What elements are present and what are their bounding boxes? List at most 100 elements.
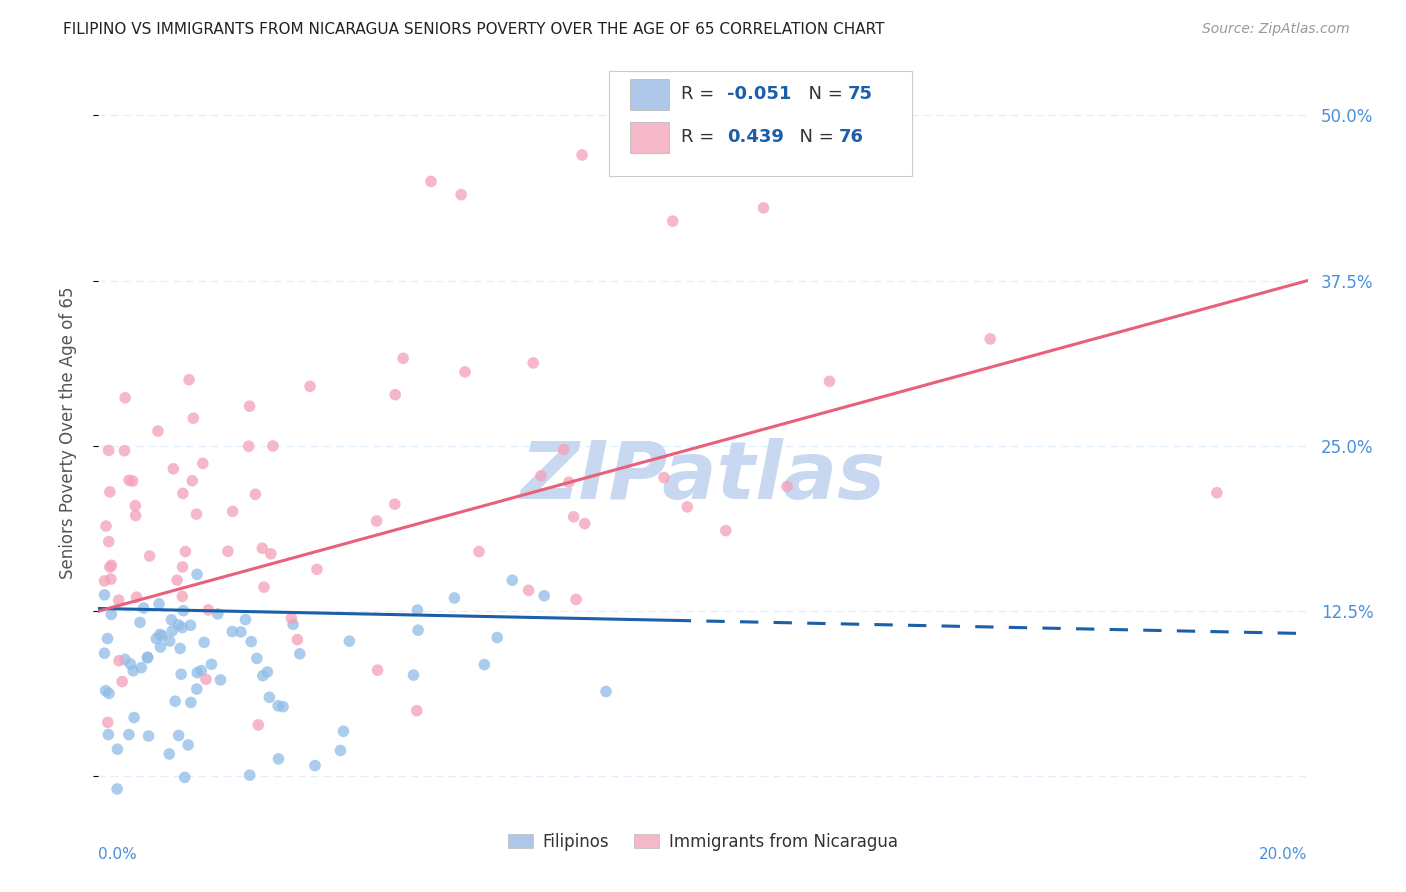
Point [100,607,122,622]
Point [329,743,352,757]
Point [533,589,555,603]
Point [190,664,212,678]
Point [235,613,257,627]
Point [105,781,128,796]
Text: 20.0%: 20.0% [1260,847,1308,863]
Point [107,593,129,607]
Text: 0.439: 0.439 [727,128,785,146]
Point [332,724,354,739]
Point [405,704,427,718]
Point [558,475,581,490]
Point [267,752,290,766]
Point [260,547,283,561]
Point [98,560,121,574]
Point [402,668,425,682]
Point [172,486,194,500]
Point [267,698,290,713]
Point [304,758,326,772]
Point [173,771,195,785]
Point [443,591,465,605]
Text: FILIPINO VS IMMIGRANTS FROM NICARAGUA SENIORS POVERTY OVER THE AGE OF 65 CORRELA: FILIPINO VS IMMIGRANTS FROM NICARAGUA SE… [63,22,884,37]
Point [157,747,180,761]
Point [714,524,737,538]
Point [114,391,136,405]
Point [193,635,215,649]
Point [93,646,115,660]
Point [221,504,243,518]
Point [517,583,540,598]
Point [468,544,491,558]
Text: N =: N = [787,128,839,146]
Point [174,544,197,558]
Point [172,621,194,635]
Point [100,558,122,573]
Point [162,462,184,476]
Point [229,624,252,639]
Text: R =: R = [682,86,720,103]
Point [129,615,152,630]
Point [186,507,208,521]
Point [420,174,443,188]
Point [97,443,120,458]
Legend: Filipinos, Immigrants from Nicaragua: Filipinos, Immigrants from Nicaragua [501,826,905,857]
Point [160,613,183,627]
Point [114,652,136,666]
Point [522,356,544,370]
Text: ZIPatlas: ZIPatlas [520,438,886,516]
Point [256,665,278,679]
Point [1206,485,1229,500]
Point [661,214,683,228]
Point [100,572,122,586]
Text: 75: 75 [848,86,873,103]
Point [299,379,322,393]
Point [553,442,575,457]
Point [752,201,775,215]
Point [172,604,194,618]
Point [93,574,115,588]
Point [122,664,145,678]
Point [108,654,131,668]
Point [120,657,142,671]
Point [179,373,201,387]
Point [979,332,1001,346]
Point [450,187,472,202]
Point [122,710,145,724]
Point [145,632,167,646]
Point [271,699,294,714]
Point [247,718,270,732]
Point [94,519,117,533]
Point [676,500,699,514]
Point [217,544,239,558]
Point [150,629,173,643]
Point [239,768,262,782]
Point [93,588,115,602]
Point [652,470,675,484]
Text: -0.051: -0.051 [727,86,792,103]
Point [366,514,388,528]
Point [149,627,172,641]
Point [180,696,202,710]
Point [183,411,205,425]
Point [240,634,263,648]
Point [121,474,143,488]
Point [124,499,146,513]
Point [305,562,328,576]
Point [252,541,274,556]
Point [486,631,509,645]
Point [96,632,118,646]
Point [246,651,269,665]
Point [191,456,214,470]
FancyBboxPatch shape [630,78,669,110]
Point [259,690,281,705]
Point [245,487,267,501]
Point [136,650,159,665]
Point [131,660,153,674]
Y-axis label: Seniors Poverty Over the Age of 65: Seniors Poverty Over the Age of 65 [59,286,77,579]
Point [367,663,389,677]
Point [180,618,202,632]
Point [384,497,406,511]
Text: R =: R = [682,128,725,146]
Point [472,657,495,672]
Point [384,387,406,401]
Point [253,580,276,594]
